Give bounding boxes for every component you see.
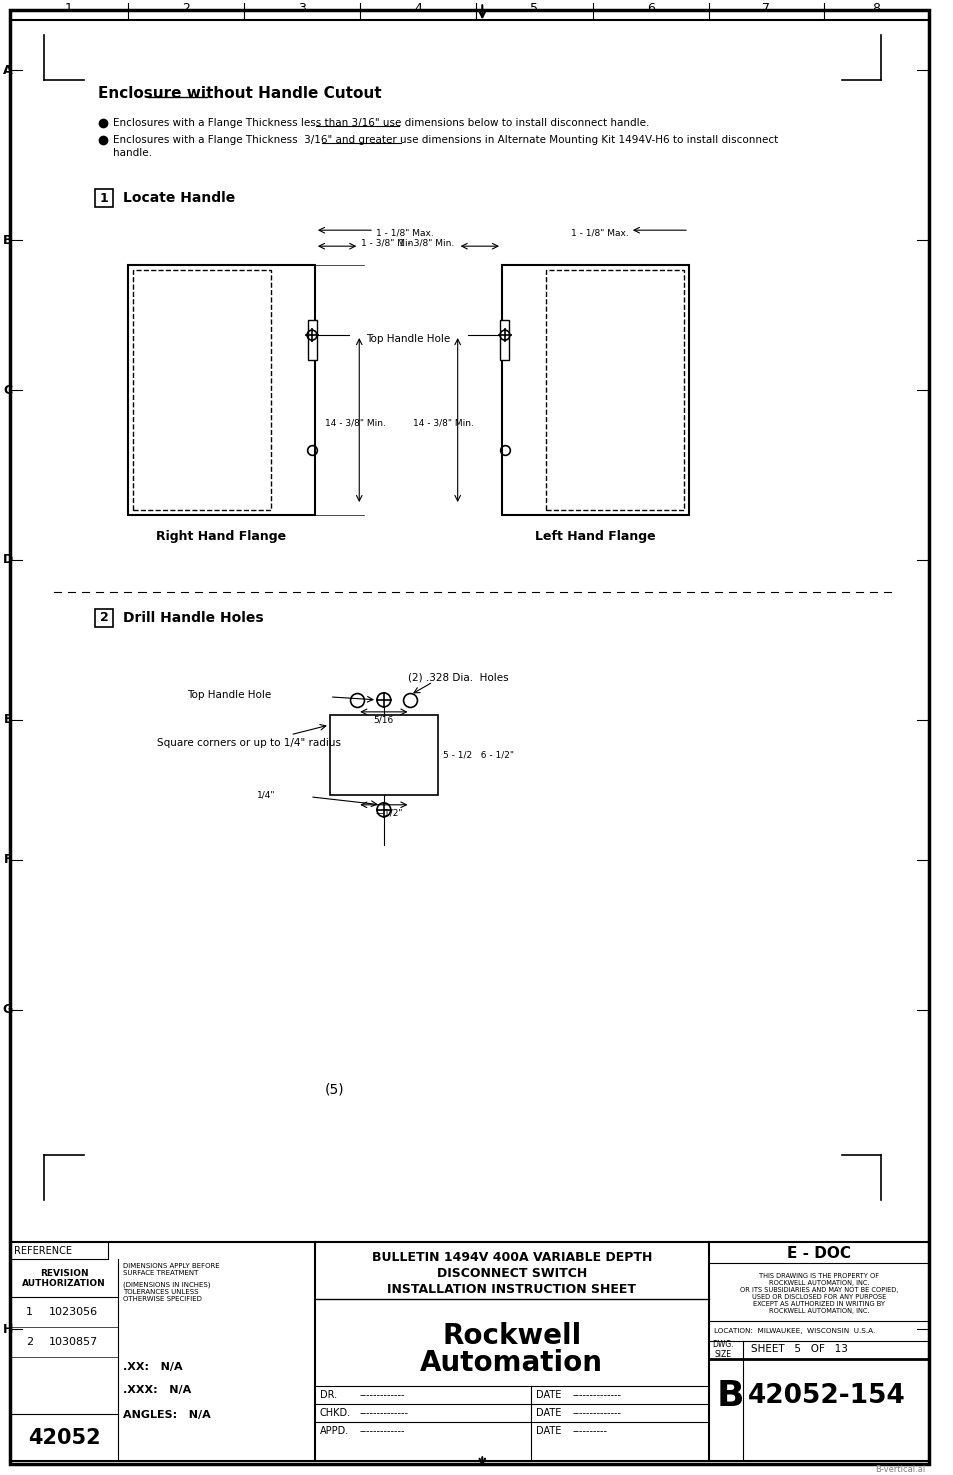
Text: 1: 1 (26, 1307, 33, 1317)
Text: THIS DRAWING IS THE PROPERTY OF
ROCKWELL AUTOMATION, INC.
OR ITS SUBSIDIARIES AN: THIS DRAWING IS THE PROPERTY OF ROCKWELL… (739, 1273, 897, 1314)
Text: 14 - 3/8" Min.: 14 - 3/8" Min. (413, 419, 474, 428)
Text: .XX:   N/A: .XX: N/A (123, 1363, 182, 1372)
Bar (546, 270, 683, 510)
Text: DISCONNECT SWITCH: DISCONNECT SWITCH (436, 1267, 586, 1280)
Text: DATE: DATE (536, 1409, 561, 1419)
Text: E - DOC: E - DOC (786, 1246, 850, 1261)
Text: DATE: DATE (536, 1391, 561, 1400)
Text: Enclosure without Handle Cutout: Enclosure without Handle Cutout (98, 86, 381, 100)
Text: --------------: -------------- (572, 1391, 621, 1400)
Text: 42052-154: 42052-154 (747, 1384, 904, 1410)
Text: ANGLES:   N/A: ANGLES: N/A (123, 1410, 211, 1420)
Text: DATE: DATE (536, 1426, 561, 1437)
Text: ----------: ---------- (572, 1426, 607, 1437)
Text: B-vertical.ai: B-vertical.ai (874, 1465, 924, 1474)
Bar (132, 270, 271, 510)
Text: 1030857: 1030857 (50, 1338, 98, 1348)
Text: BULLETIN 1494V 400A VARIABLE DEPTH: BULLETIN 1494V 400A VARIABLE DEPTH (372, 1251, 651, 1264)
Text: 2: 2 (100, 612, 109, 624)
Text: --------------: -------------- (359, 1409, 408, 1419)
Text: -------------: ------------- (359, 1426, 404, 1437)
Text: handle.: handle. (113, 148, 152, 158)
Text: 1: 1 (65, 1, 72, 15)
Text: 2: 2 (182, 1, 190, 15)
Text: E: E (4, 714, 12, 726)
Text: SHEET   5   OF   13: SHEET 5 OF 13 (750, 1344, 847, 1354)
Text: --------------: -------------- (572, 1409, 621, 1419)
Bar (128, 266, 314, 515)
Text: Rockwell: Rockwell (442, 1323, 580, 1351)
Text: .XXX:   N/A: .XXX: N/A (123, 1385, 192, 1395)
Text: (5): (5) (324, 1083, 344, 1096)
Text: REFERENCE: REFERENCE (13, 1245, 71, 1255)
Text: Automation: Automation (420, 1350, 602, 1378)
Text: 5: 5 (530, 1, 537, 15)
Text: H: H (3, 1323, 13, 1336)
Bar (95, 609, 113, 627)
Text: DWG.
SIZE: DWG. SIZE (712, 1339, 734, 1358)
Text: 1 - 3/8" Min.: 1 - 3/8" Min. (398, 239, 454, 248)
Text: 7: 7 (761, 1, 769, 15)
Text: —1/2": —1/2" (375, 808, 403, 817)
Text: 1023056: 1023056 (50, 1307, 98, 1317)
Text: 1: 1 (100, 192, 109, 205)
Text: (DIMENSIONS IN INCHES)
TOLERANCES UNLESS
OTHERWISE SPECIFIED: (DIMENSIONS IN INCHES) TOLERANCES UNLESS… (123, 1282, 211, 1302)
Text: 1 - 3/8" Min.: 1 - 3/8" Min. (361, 239, 416, 248)
Text: (2) .328 Dia.  Holes: (2) .328 Dia. Holes (408, 673, 509, 683)
Text: 5 - 1/2   6 - 1/2": 5 - 1/2 6 - 1/2" (442, 751, 514, 760)
Text: CHKD.: CHKD. (319, 1409, 351, 1419)
Text: 3: 3 (298, 1, 306, 15)
Text: 1/4": 1/4" (256, 791, 275, 799)
Bar (501, 266, 688, 515)
Text: DIMENSIONS APPLY BEFORE
SURFACE TREATMENT: DIMENSIONS APPLY BEFORE SURFACE TREATMEN… (123, 1263, 219, 1276)
Text: 6: 6 (646, 1, 654, 15)
Text: LOCATION:  MILWAUKEE,  WISCONSIN  U.S.A.: LOCATION: MILWAUKEE, WISCONSIN U.S.A. (713, 1329, 874, 1335)
Text: Left Hand Flange: Left Hand Flange (535, 531, 655, 543)
Text: B: B (716, 1379, 743, 1413)
Text: F: F (4, 853, 12, 866)
Text: G: G (3, 1003, 13, 1016)
Text: 1 - 1/8" Max.: 1 - 1/8" Max. (375, 229, 434, 237)
Text: -------------: ------------- (359, 1391, 404, 1400)
Text: Top Handle Hole: Top Handle Hole (366, 335, 450, 344)
Text: Right Hand Flange: Right Hand Flange (156, 531, 286, 543)
Text: 5/16: 5/16 (374, 715, 394, 724)
Text: DR.: DR. (319, 1391, 336, 1400)
Text: Locate Handle: Locate Handle (123, 192, 235, 205)
Text: Enclosures with a Flange Thickness  3/16" and greater use dimensions in Alternat: Enclosures with a Flange Thickness 3/16"… (113, 136, 778, 145)
Text: D: D (3, 553, 13, 566)
Text: INSTALLATION INSTRUCTION SHEET: INSTALLATION INSTRUCTION SHEET (387, 1283, 636, 1297)
Bar (308, 320, 316, 360)
Text: 1 - 1/8" Max.: 1 - 1/8" Max. (570, 229, 628, 237)
Text: B: B (3, 233, 12, 246)
Text: 8: 8 (872, 1, 880, 15)
Text: REVISION
AUTHORIZATION: REVISION AUTHORIZATION (22, 1268, 106, 1288)
Text: A: A (3, 63, 12, 77)
Text: C: C (3, 384, 12, 397)
Text: Drill Handle Holes: Drill Handle Holes (123, 611, 263, 625)
Text: Top Handle Hole: Top Handle Hole (187, 690, 271, 699)
Text: 2: 2 (26, 1338, 33, 1348)
Text: Enclosures with a Flange Thickness less than 3/16" use dimensions below to insta: Enclosures with a Flange Thickness less … (113, 118, 649, 128)
Text: APPD.: APPD. (319, 1426, 349, 1437)
Text: 14 - 3/8" Min.: 14 - 3/8" Min. (324, 419, 385, 428)
Bar (499, 320, 508, 360)
Text: Square corners or up to 1/4" radius: Square corners or up to 1/4" radius (157, 738, 341, 748)
Text: 42052: 42052 (28, 1428, 100, 1448)
Text: 4: 4 (414, 1, 422, 15)
Bar (95, 189, 113, 207)
Bar (330, 715, 437, 795)
